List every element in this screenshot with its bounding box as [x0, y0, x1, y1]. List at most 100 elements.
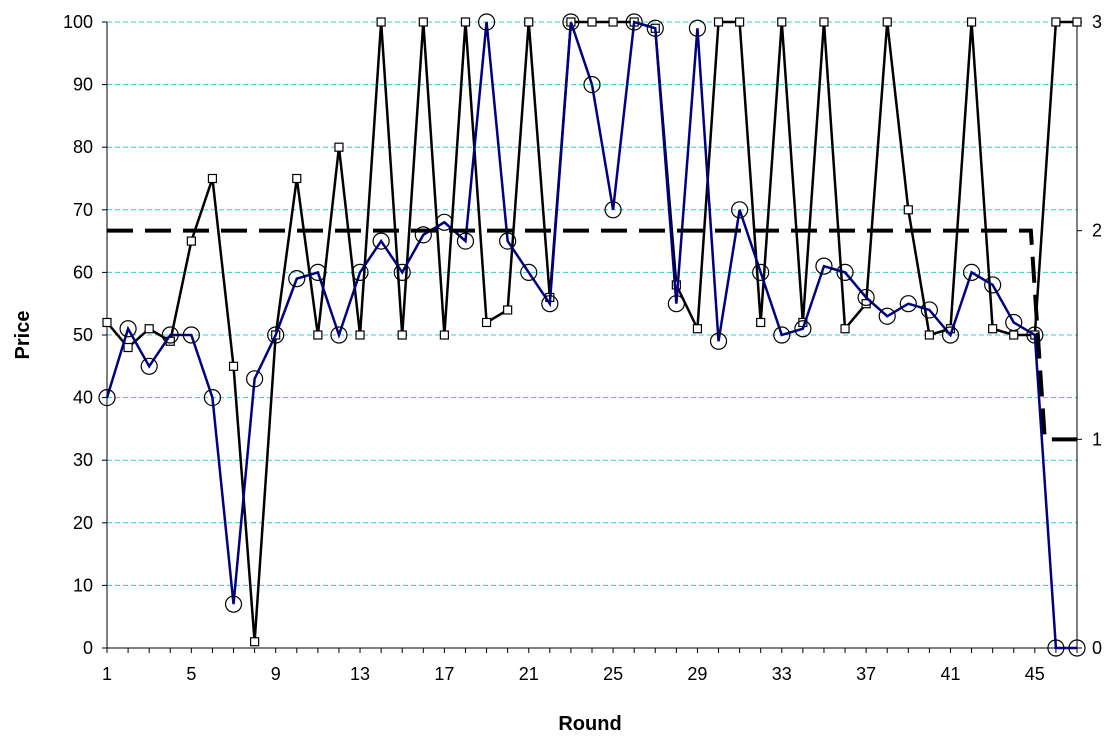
circle-marker — [140, 357, 158, 375]
y-tick-label: 100 — [63, 12, 93, 32]
series-line-dashed — [107, 228, 1077, 442]
circle-marker — [520, 263, 538, 281]
square-marker — [439, 330, 449, 340]
circle-marker — [836, 263, 854, 281]
circle-marker — [731, 201, 749, 219]
circle-marker — [203, 389, 222, 407]
circle-marker — [393, 263, 411, 281]
circle-marker — [667, 295, 685, 313]
square-marker — [819, 17, 829, 27]
circle-marker — [604, 201, 622, 219]
circle-marker — [309, 263, 327, 281]
square-marker — [207, 173, 218, 184]
square-marker — [144, 324, 154, 334]
circle-marker — [1026, 326, 1044, 344]
circle-marker — [351, 263, 369, 281]
circle-marker — [878, 307, 896, 325]
circle-marker — [330, 326, 348, 344]
circle-marker — [583, 75, 601, 94]
square-marker — [840, 324, 850, 334]
square-marker — [524, 17, 534, 27]
square-marker — [397, 330, 407, 340]
circle-marker — [815, 257, 833, 275]
square-marker — [966, 17, 977, 27]
square-marker — [123, 342, 133, 353]
circle-marker — [709, 332, 728, 350]
circle-marker — [288, 270, 306, 288]
circle-marker — [456, 232, 475, 250]
x-tick-label: 1 — [102, 664, 112, 684]
square-marker — [692, 324, 703, 334]
x-tick-label: 45 — [1025, 664, 1045, 684]
square-marker — [756, 317, 766, 328]
x-axis-title: Round — [558, 713, 621, 735]
circle-marker — [1068, 639, 1086, 657]
square-marker — [460, 17, 471, 27]
y-tick-label: 60 — [73, 262, 93, 282]
series-1 — [98, 13, 1086, 657]
square-marker — [988, 324, 998, 334]
circle-marker — [372, 232, 390, 250]
square-marker — [250, 637, 260, 647]
square-marker — [334, 142, 344, 152]
circle-marker — [182, 326, 200, 344]
y-tick-label: 40 — [73, 388, 93, 408]
circle-marker — [98, 389, 116, 407]
x-tick-label: 25 — [603, 664, 623, 684]
circle-marker — [625, 13, 643, 31]
square-marker — [1009, 330, 1019, 340]
y-axis-title: Price — [12, 311, 34, 360]
y-tick-label: 80 — [73, 137, 93, 157]
circle-marker — [414, 226, 432, 244]
square-marker — [777, 17, 787, 27]
square-marker — [102, 317, 112, 328]
y2-tick-label: 2 — [1092, 221, 1102, 241]
square-marker — [882, 17, 892, 27]
square-marker — [418, 17, 428, 27]
square-marker — [1072, 17, 1082, 27]
circle-marker — [246, 370, 264, 388]
square-marker — [313, 330, 323, 340]
series-layer — [98, 13, 1086, 657]
circle-marker — [646, 19, 664, 37]
square-marker — [735, 17, 745, 27]
circle-marker — [688, 19, 707, 37]
x-tick-label: 29 — [687, 664, 707, 684]
circle-marker — [541, 295, 559, 313]
circle-marker — [119, 320, 137, 338]
circle-marker — [1005, 313, 1023, 332]
x-tick-label: 9 — [271, 664, 281, 684]
square-marker — [376, 17, 386, 27]
circle-marker — [941, 326, 960, 344]
circle-marker — [962, 263, 981, 281]
circle-marker — [794, 320, 812, 338]
circle-marker — [562, 13, 580, 31]
y-tick-label: 10 — [73, 575, 93, 595]
y2-tick-label: 3 — [1092, 12, 1102, 32]
gridlines — [107, 21, 1077, 586]
square-marker — [608, 17, 618, 27]
y-tick-label: 70 — [73, 200, 93, 220]
square-marker — [1051, 17, 1061, 27]
circle-marker — [267, 326, 285, 344]
circle-marker — [477, 13, 496, 31]
circle-marker — [773, 326, 791, 344]
square-marker — [503, 305, 513, 315]
circle-marker — [857, 288, 875, 307]
x-tick-label: 37 — [856, 664, 876, 684]
square-marker — [228, 361, 239, 371]
y-tick-label: 30 — [73, 450, 93, 470]
y2-tick-label: 1 — [1092, 429, 1102, 449]
x-tick-label: 41 — [940, 664, 960, 684]
circle-marker — [435, 213, 453, 231]
x-tick-label: 17 — [434, 664, 454, 684]
circle-marker — [499, 232, 517, 250]
series-line — [105, 20, 1077, 650]
series-0 — [102, 17, 1082, 647]
square-marker — [186, 236, 196, 246]
square-marker — [481, 317, 492, 328]
square-marker — [355, 330, 365, 340]
circle-marker — [224, 595, 243, 613]
square-marker — [587, 17, 597, 27]
